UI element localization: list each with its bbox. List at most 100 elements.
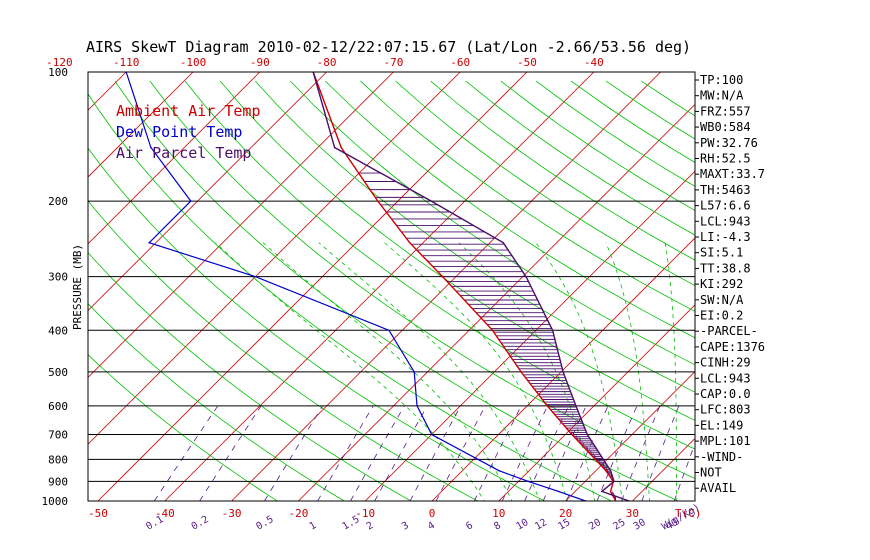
top-temp-tick-label: -80 [317,56,337,69]
bottom-temp-tick-label: 0 [429,507,436,520]
mixing-ratio-line [409,405,462,501]
moist-adiabat-line [318,242,541,501]
dry-adiabat-line [325,80,695,339]
mixing-ratio-tick-label: 20 [587,517,603,533]
pressure-tick-label: 800 [48,453,68,466]
bottom-temp-tick-label: -50 [88,507,108,520]
data-point [254,275,257,278]
data-point [502,241,505,244]
index-label: WB0:584 [700,120,751,134]
dry-adiabat-line [149,80,695,479]
data-point [527,480,530,483]
mixing-ratio-tick-label: 8 [492,520,503,533]
mixing-ratio-line [524,405,570,501]
isotherm-line [164,72,595,501]
mixing-ratio-line [317,405,374,501]
index-label: MPL:101 [700,434,751,448]
data-point [575,405,577,407]
mixing-ratio-tick-label: 0.5 [254,514,275,533]
index-label: PW:32.76 [700,136,758,150]
index-label: CINH:29 [700,356,751,370]
pressure-tick-label: 700 [48,429,68,442]
top-temp-tick-label: -110 [113,56,140,69]
index-label: TT:38.8 [700,261,751,275]
data-point [416,405,418,407]
data-point [609,469,612,472]
mixing-ratio-tick-label: 2 [365,520,376,533]
mixing-ratio-tick-label: 12 [533,517,549,533]
isotherm-line [766,72,870,501]
mixing-ratio-line [473,405,522,501]
pressure-tick-label: 300 [48,271,68,284]
mixing-ratio-line [566,405,609,501]
mixing-ratio-line [264,405,324,501]
top-temp-tick-label: -40 [584,56,604,69]
mixing-ratio-tick-label: 30 [632,517,648,533]
isotherm-line [88,72,194,178]
isotherm-line [431,237,695,501]
bottom-temp-tick-label: 10 [492,507,505,520]
bottom-temp-tick-label: -20 [288,507,308,520]
mixing-ratio-line [596,405,638,501]
data-point [601,490,603,493]
mixing-ratio-line [435,405,486,501]
data-point [190,200,192,202]
moist-adiabat-line [535,242,623,501]
top-temp-tick-label: -120 [46,56,73,69]
moist-adiabat-line [384,242,568,501]
index-label: RH:52.5 [700,152,751,166]
mixing-ratio-tick-label: 3 [400,520,411,533]
isotherm-line [498,304,695,501]
bottom-temp-tick-label: -30 [222,507,242,520]
bottom-temp-tick-label: 20 [559,507,572,520]
dry-adiabat-line [500,80,695,211]
data-point [562,371,564,373]
data-point [551,329,554,332]
data-point [388,329,390,332]
pressure-tick-label: 200 [48,195,68,208]
dry-adiabat-line [184,80,695,450]
data-point [377,200,379,202]
data-point [613,480,615,483]
chart-title: AIRS SkewT Diagram 2010-02-12/22:07:15.6… [86,38,691,56]
data-point [150,146,152,149]
moist-adiabat-line [262,242,513,501]
mixing-ratio-tick-label: 0.2 [190,514,211,533]
moist-adiabat-line [458,242,596,501]
index-label: -PARCEL- [700,324,758,338]
mixing-ratio-line [673,442,695,501]
data-point [525,275,527,278]
index-label: MAXT:33.7 [700,167,765,181]
data-point [441,275,444,278]
legend-entry: Ambient Air Temp [116,102,261,120]
bottom-temp-tick-label: -10 [355,507,375,520]
index-label: L57:6.6 [700,199,751,213]
data-point [430,433,433,436]
dry-adiabat-line [88,354,279,501]
dry-adiabat-line [88,303,345,501]
pressure-tick-label: 400 [48,324,68,337]
dry-adiabat-line [88,93,613,501]
isotherm-line [88,72,261,245]
index-label: LCL:943 [700,371,751,385]
legend-entry: Dew Point Temp [116,123,242,141]
moist-adiabat-line [605,242,650,501]
mixing-ratio-line [199,405,262,501]
index-label: SW:N/A [700,293,744,307]
isotherm-line [833,72,870,501]
top-temp-tick-label: -100 [180,56,207,69]
index-label: EI:0.2 [700,309,743,323]
dry-adiabat-line [255,80,695,393]
mixing-ratio-line [374,405,428,501]
data-point [148,241,150,244]
index-label: AVAIL [700,481,736,495]
index-label: LCL:943 [700,214,751,228]
y-axis-label: PRESSURE (MB) [71,244,84,330]
top-temp-tick-label: -60 [450,56,470,69]
data-point [546,405,548,407]
index-label: MW:N/A [700,89,744,103]
mixing-ratio-tick-label: 40 [664,517,680,533]
data-point [333,146,336,149]
isotherm-line [88,72,461,445]
